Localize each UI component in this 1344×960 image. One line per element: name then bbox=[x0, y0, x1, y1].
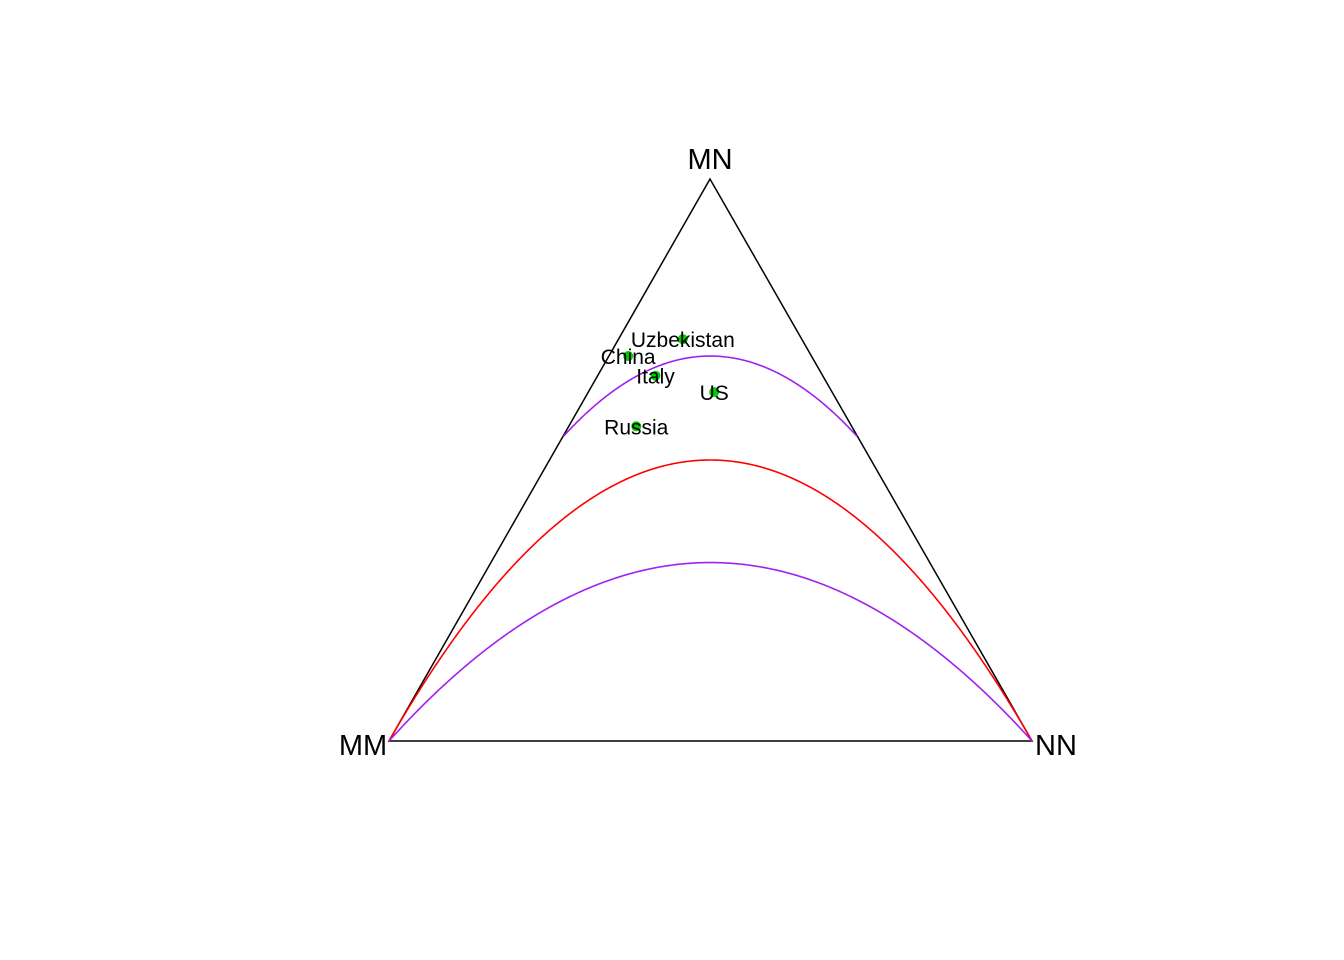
points-layer bbox=[623, 334, 720, 432]
point-label-us: US bbox=[700, 382, 729, 405]
point-russia bbox=[631, 421, 642, 432]
point-label-italy: Italy bbox=[636, 366, 675, 389]
curve-hardy-weinberg bbox=[388, 459, 1033, 742]
curve-acceptance-lower bbox=[388, 561, 1033, 742]
point-label-uzbekistan: Uzbekistan bbox=[631, 329, 735, 352]
point-italy bbox=[650, 370, 661, 381]
vertex-label-mn: MN bbox=[687, 144, 732, 176]
point-label-china: China bbox=[601, 346, 656, 369]
vertex-label-mm: MM bbox=[339, 730, 387, 762]
ternary-triangle bbox=[387, 177, 1034, 742]
vertex-label-nn: NN bbox=[1035, 730, 1077, 762]
curves-layer bbox=[388, 356, 1033, 742]
curve-acceptance-upper bbox=[389, 356, 857, 741]
point-us bbox=[709, 387, 720, 398]
point-china bbox=[623, 351, 634, 362]
point-uzbekistan bbox=[677, 334, 688, 345]
point-label-russia: Russia bbox=[604, 416, 669, 439]
